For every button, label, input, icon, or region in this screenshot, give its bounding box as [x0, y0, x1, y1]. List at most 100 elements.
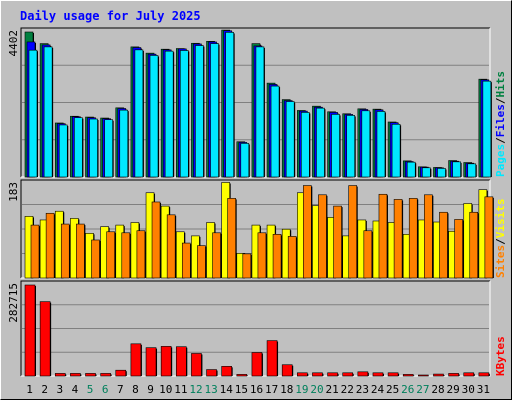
chart-title: Daily usage for July 2025 [20, 9, 201, 23]
bar-hits-pages-day-18 [285, 101, 295, 178]
bar-hits-pages-day-28 [437, 168, 446, 178]
x-tick-label-day-10: 10 [159, 383, 172, 396]
x-tick-label-day-19: 19 [295, 383, 308, 396]
bar-visits-sites-day-21 [333, 205, 342, 279]
bar-kbytes-kbytes-day-25 [387, 372, 399, 377]
bar-kbytes-kbytes-day-14 [221, 366, 232, 377]
x-tick-label-day-13: 13 [204, 383, 217, 396]
legend-entry: Visits [494, 199, 507, 239]
legend-entry: Hits [494, 71, 507, 98]
bar-hits-pages-day-7 [119, 109, 129, 178]
bar-visits-sites-day-4 [76, 223, 85, 279]
bar-kbytes-kbytes-day-27 [418, 374, 429, 377]
bar-visits-sites-day-25 [393, 199, 403, 279]
bar-hits-pages-day-12 [195, 45, 204, 178]
bar-visits-sites-day-22 [348, 185, 358, 279]
bar-kbytes-kbytes-day-4 [70, 373, 81, 377]
x-tick-label-day-28: 28 [431, 383, 444, 396]
legend-entry: Sites [494, 245, 507, 278]
x-tick-label-day-27: 27 [416, 383, 429, 396]
bar-visits-sites-day-12 [197, 245, 206, 279]
bar-visits-sites-day-9 [151, 201, 161, 279]
bar-visits-sites-day-10 [166, 214, 176, 279]
bar-visits-sites-day-8 [136, 230, 146, 279]
bar-visits-sites-day-29 [454, 219, 463, 279]
x-tick-label-day-16: 16 [250, 383, 263, 396]
legend-entry: / [494, 137, 507, 144]
bar-hits-pages-day-20 [316, 107, 325, 178]
bar-hits-pages-day-6 [104, 119, 113, 178]
bar-kbytes-kbytes-day-11 [175, 346, 187, 377]
bar-hits-pages-day-5 [89, 118, 98, 178]
bar-hits-pages-day-31 [482, 80, 492, 178]
bar-visits-sites-day-2 [45, 212, 55, 279]
bar-kbytes-kbytes-day-19 [297, 372, 308, 377]
panel-visits-border-dark [20, 179, 490, 278]
bar-visits-sites-day-17 [272, 234, 282, 279]
x-tick-label-day-26: 26 [401, 383, 414, 396]
bar-kbytes-kbytes-day-18 [281, 364, 293, 377]
bar-visits-sites-day-7 [121, 232, 131, 279]
bar-kbytes-kbytes-day-1 [24, 284, 36, 377]
x-tick-label-day-2: 2 [41, 383, 48, 396]
x-tick-label-day-14: 14 [220, 383, 234, 396]
bar-kbytes-kbytes-day-9 [145, 347, 157, 377]
bar-kbytes-kbytes-day-5 [85, 373, 96, 377]
bar-visits-sites-day-15 [242, 253, 252, 279]
bar-visits-sites-day-11 [181, 242, 191, 279]
x-tick-label-day-25: 25 [386, 383, 399, 396]
bar-hits-pages-day-14 [225, 32, 234, 178]
bar-hits-pages-day-19 [301, 112, 310, 178]
x-tick-label-day-15: 15 [235, 383, 248, 396]
bar-kbytes-kbytes-day-8 [130, 343, 142, 377]
legend-entry: Files [494, 104, 507, 137]
bar-kbytes-kbytes-day-24 [372, 372, 384, 377]
bar-kbytes-kbytes-day-13 [206, 369, 217, 377]
x-tick-label-day-20: 20 [310, 383, 323, 396]
bar-visits-sites-day-19 [303, 185, 312, 279]
bar-hits-pages-day-24 [376, 111, 386, 178]
bar-kbytes-kbytes-day-20 [312, 372, 323, 377]
bar-visits-sites-day-1 [30, 224, 40, 279]
x-tick-label-day-8: 8 [132, 383, 139, 396]
bar-visits-sites-day-6 [106, 231, 115, 279]
bar-kbytes-kbytes-day-12 [191, 353, 202, 377]
bar-hits-pages-day-23 [361, 110, 371, 178]
bar-kbytes-kbytes-day-2 [39, 301, 51, 377]
panel-kbytes-max-label: 282715 [7, 283, 20, 323]
panel-hits-border-dark [20, 27, 490, 177]
panel-visits-max-label: 183 [7, 182, 20, 202]
legend-entry: / [494, 238, 507, 245]
legend-entry: Pages [494, 144, 507, 177]
panel-hits-max-label: 4402 [7, 30, 20, 57]
bar-hits-pages-day-25 [391, 123, 401, 178]
bar-hits-pages-day-30 [467, 163, 477, 178]
bar-visits-sites-day-18 [287, 236, 297, 279]
bar-visits-sites-day-24 [378, 193, 388, 279]
legend-entry: KBytes [494, 336, 507, 376]
bar-kbytes-kbytes-day-23 [357, 371, 369, 377]
bar-visits-sites-day-5 [91, 239, 100, 279]
bar-kbytes-kbytes-day-16 [251, 352, 263, 377]
bar-hits-pages-day-17 [270, 85, 280, 178]
x-tick-label-day-9: 9 [147, 383, 154, 396]
bar-visits-sites-day-14 [227, 198, 236, 279]
bar-visits-sites-day-20 [318, 194, 327, 279]
bar-kbytes-kbytes-day-30 [463, 372, 475, 377]
bar-kbytes-kbytes-day-29 [448, 373, 459, 377]
bar-hits-pages-day-9 [149, 55, 159, 178]
bar-hits-pages-day-1 [28, 49, 38, 178]
bar-kbytes-kbytes-day-31 [478, 372, 490, 377]
x-tick-label-day-5: 5 [87, 383, 94, 396]
bar-kbytes-kbytes-day-7 [115, 369, 127, 377]
x-tick-label-day-23: 23 [356, 383, 369, 396]
bar-visits-sites-day-31 [484, 196, 494, 279]
bar-hits-pages-day-16 [255, 46, 265, 178]
bar-hits-pages-day-15 [240, 143, 250, 178]
x-tick-label-day-3: 3 [57, 383, 64, 396]
bar-hits-pages-day-27 [422, 167, 431, 178]
panel-visits-legend: Sites/Visits [494, 199, 507, 279]
